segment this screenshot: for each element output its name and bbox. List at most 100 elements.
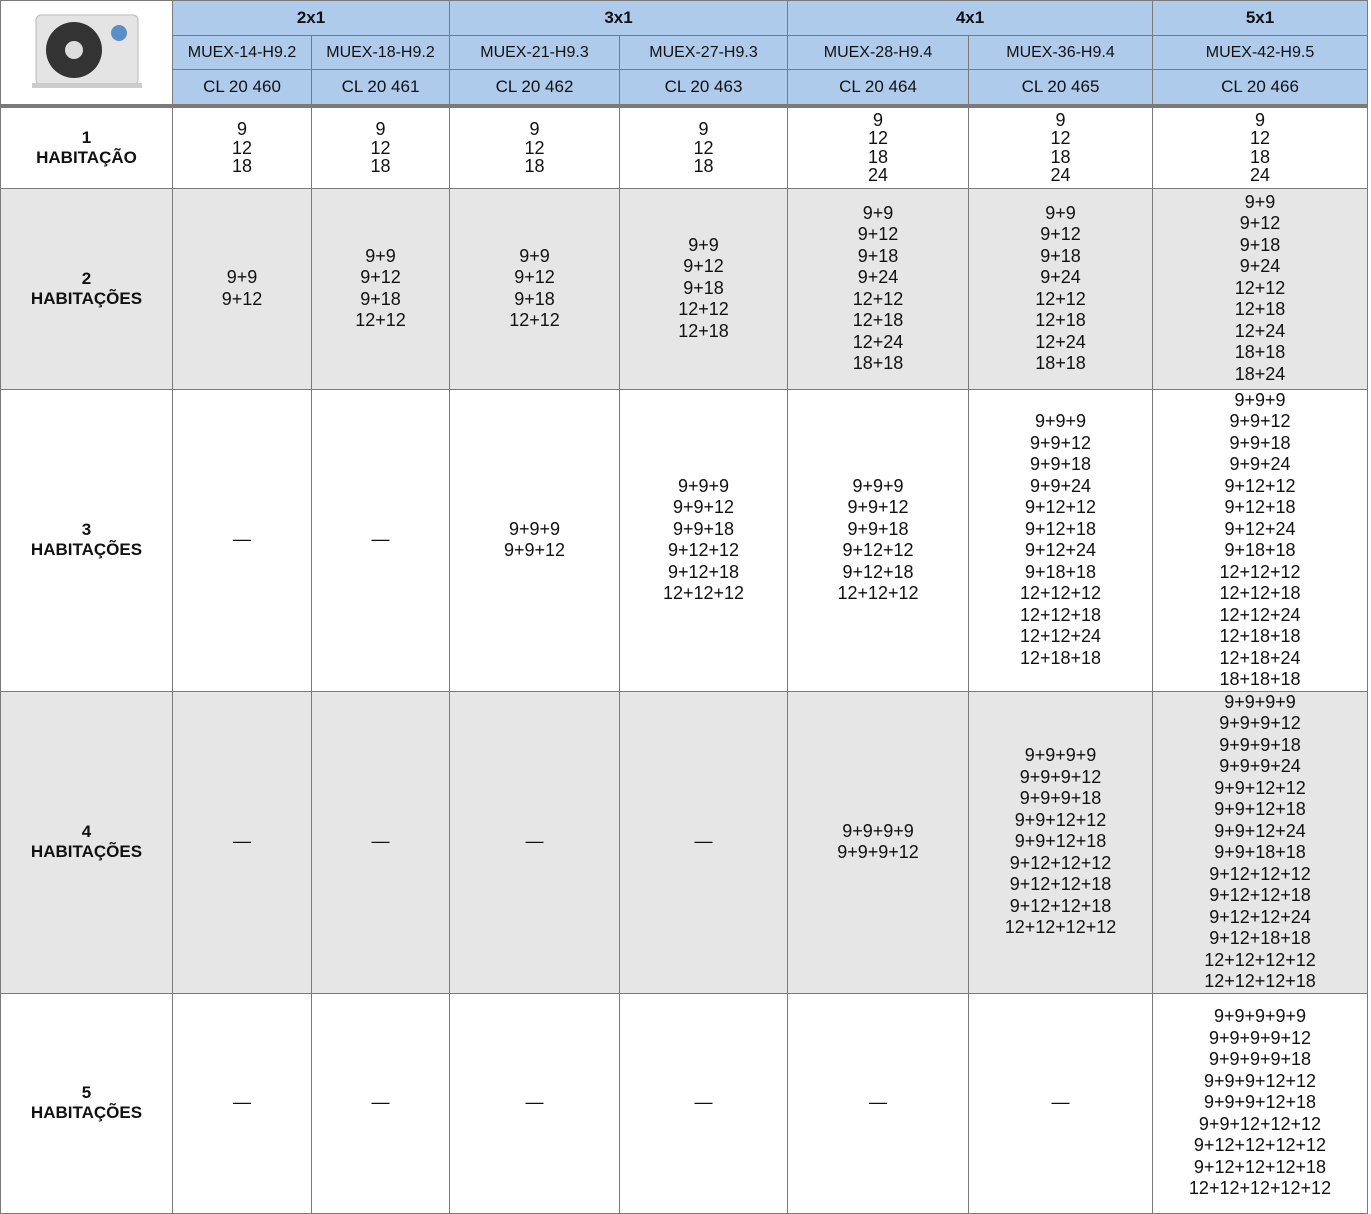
combo-list: — <box>789 1092 968 1114</box>
model-code: CL 20 466 <box>1152 69 1368 107</box>
combo: 9+12 <box>683 256 724 277</box>
combo-list: 9+9 9+12 9+18 9+24 12+12 12+18 12+24 18+18 <box>970 202 1152 375</box>
combo: 9+12+12 <box>842 540 914 560</box>
model-code: CL 20 462 <box>449 69 620 107</box>
combo: 12 <box>867 128 889 149</box>
combo: 9+9+9+12 <box>837 842 919 862</box>
combo: 9+18 <box>683 277 724 298</box>
row-label: 5 HABITAÇÕES <box>2 1083 172 1123</box>
group-header: 5x1 <box>1152 0 1368 36</box>
combo: 9+12+12+18 <box>1009 895 1112 916</box>
row-label: 2 HABITAÇÕES <box>2 268 172 309</box>
combo-list: — <box>174 831 311 853</box>
combo: 12 <box>1249 128 1271 149</box>
combo-cell: 9+9 9+12 9+18 9+24 12+12 12+18 12+24 18+18 <box>787 187 969 390</box>
combo-list: — <box>621 831 787 853</box>
combo-list: 9 12 18 <box>313 120 449 176</box>
combo-list: 9+9 9+12 9+18 12+12 12+18 <box>621 235 787 343</box>
combo: 9+12 <box>514 267 555 287</box>
combo: 9+9+12 <box>847 497 909 517</box>
combo-cell: 9+9+9 9+9+12 9+9+18 9+9+24 9+12+12 9+12+18 9+1… <box>968 388 1153 692</box>
combo: 9+9+12+18 <box>1214 799 1306 819</box>
combo: 12+12+12 <box>662 583 745 603</box>
combo-list: — <box>313 1092 449 1114</box>
combo-cell: — <box>787 992 969 1214</box>
combo-list: 9+9+9 9+9+12 9+9+18 9+9+24 9+12+12 9+12+18 9+1… <box>1154 390 1367 690</box>
combo-list: 9+9+9 9+9+12 9+9+18 9+9+24 9+12+12 9+12+18 9+1… <box>970 411 1152 669</box>
combo: 9 <box>1254 109 1265 130</box>
combo: 9+9+12+12 <box>1014 809 1107 830</box>
combo: 12+12+12 <box>1019 583 1102 603</box>
combo-cell: 9+9 9+12 9+18 12+12 12+18 <box>619 187 788 390</box>
combo: 12+12+12+12+12 <box>1188 1178 1332 1199</box>
combo-cell: — <box>311 690 450 994</box>
combo-cell: 9+9+9+9 9+9+9+12 <box>787 690 969 994</box>
combo: 9+12+18 <box>1024 518 1097 539</box>
row-number: 1 <box>81 127 92 147</box>
combo: 12+12+12+18 <box>1204 971 1316 991</box>
combo: 9+12+12+18 <box>1209 885 1311 905</box>
combo-cell: 9+9+9 9+9+12 9+9+18 9+12+12 9+12+18 12+12+12 <box>619 388 788 692</box>
combo: 9+24 <box>857 267 899 287</box>
combo: 9+9+9+12+18 <box>1203 1092 1317 1113</box>
model-code: CL 20 465 <box>968 69 1153 107</box>
combo: — <box>233 831 251 852</box>
combo-list: 9 12 18 <box>451 120 619 176</box>
group-header: 4x1 <box>787 0 1153 36</box>
combo: 9+12+12 <box>667 540 740 560</box>
combo: 18 <box>524 156 545 176</box>
combo: 9+9+9+9+12 <box>1208 1027 1312 1048</box>
combo: — <box>371 529 390 550</box>
combo-cell: — <box>619 690 788 994</box>
combo: 12+12 <box>1035 288 1086 309</box>
combo: 9+9+9 <box>852 475 904 496</box>
row-label: 3 HABITAÇÕES <box>2 520 172 560</box>
combo: 9+9+12+18 <box>1014 831 1107 852</box>
combo: 12+18 <box>1234 299 1286 320</box>
combo: 9+9 <box>1045 202 1076 223</box>
combo: 12+18 <box>678 320 729 341</box>
combo: 9+9+12 <box>1229 411 1291 431</box>
combo: 9+18 <box>514 288 555 309</box>
combo-list: 9+9+9 9+9+12 9+9+18 9+12+12 9+12+18 12+12+12 <box>621 476 787 605</box>
combo: 9+12+24 <box>1024 540 1097 560</box>
combo-list: 9+9 9+12 9+18 9+24 12+12 12+18 12+24 18+18 <box>789 203 968 375</box>
combo: 9+9+18+18 <box>1214 842 1306 862</box>
combo: — <box>525 1092 544 1113</box>
combo: — <box>371 1092 390 1113</box>
combo: 9+9+9 <box>1034 411 1087 431</box>
combo: 12+12 <box>1234 277 1286 298</box>
combo: 9+12 <box>360 267 401 287</box>
combo: 9+18 <box>360 288 401 309</box>
combo: — <box>1051 1092 1070 1113</box>
combo-cell: — <box>449 992 620 1214</box>
combo: 9+9+18 <box>672 518 735 539</box>
combo: 9+12+12 <box>1024 497 1097 517</box>
model-name: MUEX-27-H9.3 <box>619 35 788 70</box>
model-name: MUEX-18-H9.2 <box>311 35 450 70</box>
combo-cell: 9 12 18 24 <box>968 104 1153 189</box>
combo: 9+18+18 <box>1224 540 1296 560</box>
combo: 9+12+24 <box>1224 518 1296 539</box>
combo-cell: 9 12 18 <box>449 104 620 189</box>
combo: 9+9+12+12+12 <box>1198 1113 1322 1134</box>
combo: 9+9+9+12+12 <box>1203 1070 1317 1091</box>
combo: 12+12+12 <box>1219 561 1301 582</box>
combo: 12+18 <box>1035 310 1086 330</box>
combo: 9+9+24 <box>1029 475 1092 496</box>
group-header: 2x1 <box>172 0 450 36</box>
combo-list: — <box>313 831 449 853</box>
combo: — <box>869 1092 887 1113</box>
row-name: HABITAÇÃO <box>36 147 137 167</box>
row-number: 2 <box>81 268 92 288</box>
combo: 9+9 <box>1244 191 1276 212</box>
body-row: 1 HABITAÇÃO 9 12 18 9 12 18 9 12 18 9 12 18 9 12 18 24 9 12… <box>0 104 1368 189</box>
combo: 12+24 <box>1234 320 1286 341</box>
combo: 9+9+9+9 <box>1224 691 1296 712</box>
combo: 18 <box>1249 146 1271 167</box>
combo: — <box>233 1092 251 1113</box>
combo-cell: — <box>172 690 312 994</box>
combo: 12+12+18 <box>1219 583 1301 603</box>
combo: 9+12+12+12 <box>1209 863 1311 884</box>
